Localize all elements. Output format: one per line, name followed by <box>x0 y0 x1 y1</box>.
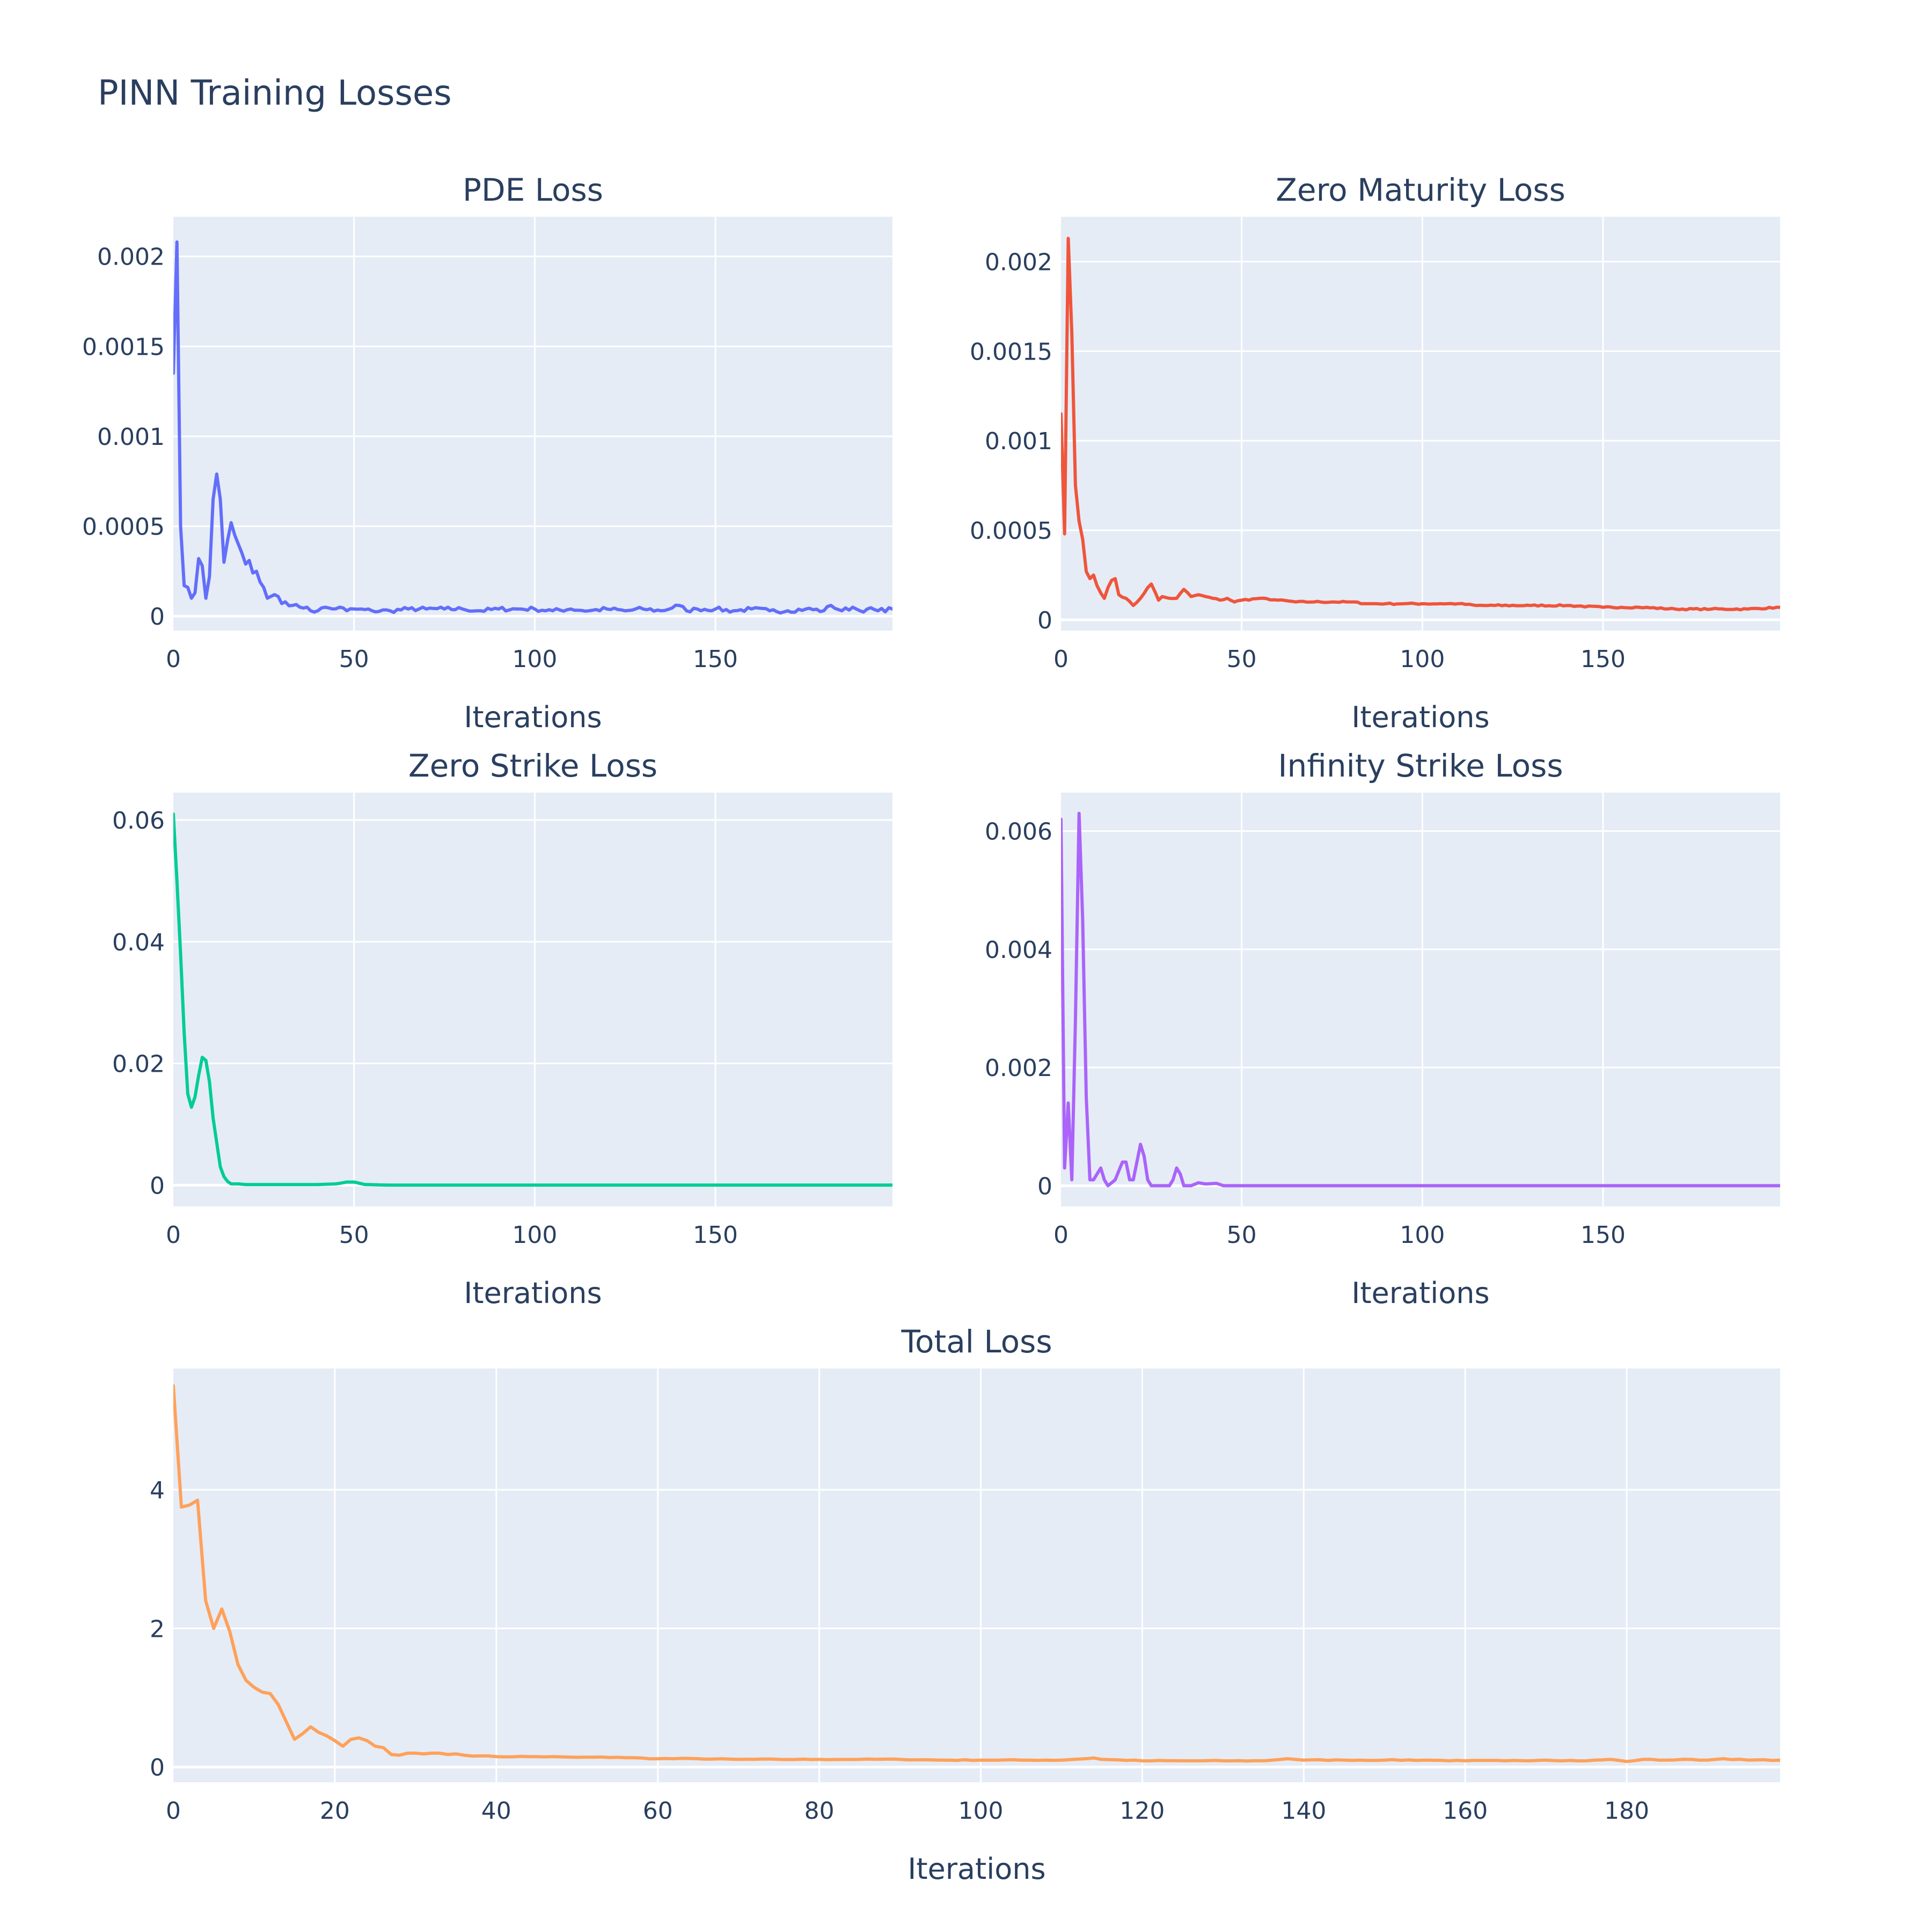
infinity-strike-loss-x-tick-label: 50 <box>1227 1221 1257 1249</box>
zero-maturity-loss-x-tick-label: 50 <box>1227 646 1257 673</box>
pde-loss-title: PDE Loss <box>463 172 603 208</box>
infinity-strike-loss-plot-area <box>1061 793 1780 1206</box>
total-loss-x-tick-label: 100 <box>958 1797 1004 1825</box>
infinity-strike-loss-y-tick-label: 0.002 <box>985 1055 1052 1082</box>
infinity-strike-loss-x-tick-label: 100 <box>1400 1221 1445 1249</box>
pde-loss-y-tick-label: 0.0015 <box>82 333 165 361</box>
pde-loss-x-axis-label: Iterations <box>464 700 602 734</box>
total-loss-y-tick-label: 2 <box>150 1615 165 1643</box>
total-loss-y-tick-label: 0 <box>150 1754 165 1782</box>
subplot-zero-maturity-loss: 0 50 100 150 0 0.0005 0.001 0.0015 0.002 Zero Mat… <box>970 172 1780 734</box>
zero-strike-loss-y-tick-label: 0 <box>150 1172 165 1199</box>
total-loss-x-tick-label: 20 <box>320 1797 350 1825</box>
pde-loss-y-tick-label: 0.0005 <box>82 514 165 541</box>
zero-maturity-loss-series-line <box>1061 237 1780 612</box>
zero-maturity-loss-x-tick-label: 0 <box>1053 646 1069 673</box>
total-loss-x-tick-label: 40 <box>481 1797 511 1825</box>
infinity-strike-loss-x-axis-label: Iterations <box>1351 1276 1489 1310</box>
infinity-strike-loss-y-tick-label: 0.006 <box>985 818 1052 846</box>
zero-strike-loss-plot-area <box>173 793 892 1206</box>
zero-strike-loss-series-line <box>173 812 892 1187</box>
infinity-strike-loss-y-tick-label: 0 <box>1037 1173 1052 1200</box>
total-loss-x-tick-label: 80 <box>804 1797 835 1825</box>
zero-strike-loss-x-tick-label: 100 <box>512 1221 557 1249</box>
total-loss-x-tick-label: 160 <box>1443 1797 1488 1825</box>
infinity-strike-loss-title: Infinity Strike Loss <box>1278 748 1563 784</box>
pde-loss-x-tick-label: 150 <box>693 646 738 673</box>
pde-loss-y-tick-label: 0.001 <box>97 423 165 451</box>
total-loss-x-tick-label: 60 <box>643 1797 673 1825</box>
zero-maturity-loss-y-tick-label: 0.002 <box>985 248 1052 276</box>
zero-strike-loss-y-tick-label: 0.02 <box>112 1051 165 1078</box>
subplot-total-loss: 0 20 40 60 80 100 120 140 160 180 0 2 4 Total Loss Ite… <box>150 1323 1780 1886</box>
zero-maturity-loss-x-axis-label: Iterations <box>1351 700 1489 734</box>
pde-loss-x-tick-label: 50 <box>339 646 369 673</box>
zero-strike-loss-y-tick-label: 0.06 <box>112 807 165 835</box>
pde-loss-x-tick-label: 100 <box>512 646 557 673</box>
total-loss-x-tick-label: 140 <box>1281 1797 1326 1825</box>
zero-maturity-loss-y-tick-label: 0.001 <box>985 428 1052 455</box>
total-loss-title: Total Loss <box>901 1323 1052 1360</box>
zero-maturity-loss-title: Zero Maturity Loss <box>1276 172 1565 208</box>
subplot-pde-loss: 0 50 100 150 0 0.0005 0.001 0.0015 0.002 PDE Loss… <box>82 172 892 734</box>
zero-strike-loss-x-tick-label: 50 <box>339 1221 369 1249</box>
infinity-strike-loss-x-tick-label: 0 <box>1053 1221 1069 1249</box>
pde-loss-series-line <box>173 240 892 615</box>
subplot-zero-strike-loss: 0 50 100 150 0 0.02 0.04 0.06 Zero Strike Loss It… <box>112 748 892 1310</box>
total-loss-plot-area <box>173 1368 1780 1782</box>
pde-loss-y-tick-label: 0.002 <box>97 244 165 271</box>
total-loss-x-tick-label: 120 <box>1119 1797 1165 1825</box>
zero-strike-loss-title: Zero Strike Loss <box>408 748 657 784</box>
subplots: 0 50 100 150 0 0.0005 0.001 0.0015 0.002 PDE Loss… <box>82 172 1780 1886</box>
zero-maturity-loss-y-tick-label: 0.0005 <box>970 517 1052 545</box>
infinity-strike-loss-y-tick-label: 0.004 <box>985 936 1052 964</box>
infinity-strike-loss-x-tick-label: 150 <box>1580 1221 1626 1249</box>
total-loss-x-tick-label: 0 <box>166 1797 181 1825</box>
zero-maturity-loss-y-tick-label: 0.0015 <box>970 338 1052 365</box>
zero-strike-loss-x-axis-label: Iterations <box>464 1276 602 1310</box>
zero-strike-loss-x-tick-label: 0 <box>166 1221 181 1249</box>
pde-loss-x-tick-label: 0 <box>166 646 181 673</box>
infinity-strike-loss-series-line <box>1061 811 1780 1188</box>
zero-maturity-loss-y-tick-label: 0 <box>1037 607 1052 634</box>
figure-title: PINN Training Losses <box>98 74 452 113</box>
zero-maturity-loss-plot-area <box>1061 217 1780 631</box>
total-loss-y-tick-label: 4 <box>150 1477 165 1504</box>
pde-loss-plot-area <box>173 217 892 631</box>
zero-maturity-loss-x-tick-label: 100 <box>1400 646 1445 673</box>
total-loss-x-tick-label: 180 <box>1604 1797 1649 1825</box>
subplot-infinity-strike-loss: 0 50 100 150 0 0.002 0.004 0.006 Infinity Strike… <box>985 748 1780 1310</box>
zero-strike-loss-y-tick-label: 0.04 <box>112 929 165 956</box>
total-loss-x-axis-label: Iterations <box>908 1852 1045 1886</box>
zero-maturity-loss-x-tick-label: 150 <box>1580 646 1626 673</box>
pde-loss-y-tick-label: 0 <box>150 603 165 631</box>
total-loss-series-line <box>173 1384 1780 1763</box>
zero-strike-loss-x-tick-label: 150 <box>693 1221 738 1249</box>
